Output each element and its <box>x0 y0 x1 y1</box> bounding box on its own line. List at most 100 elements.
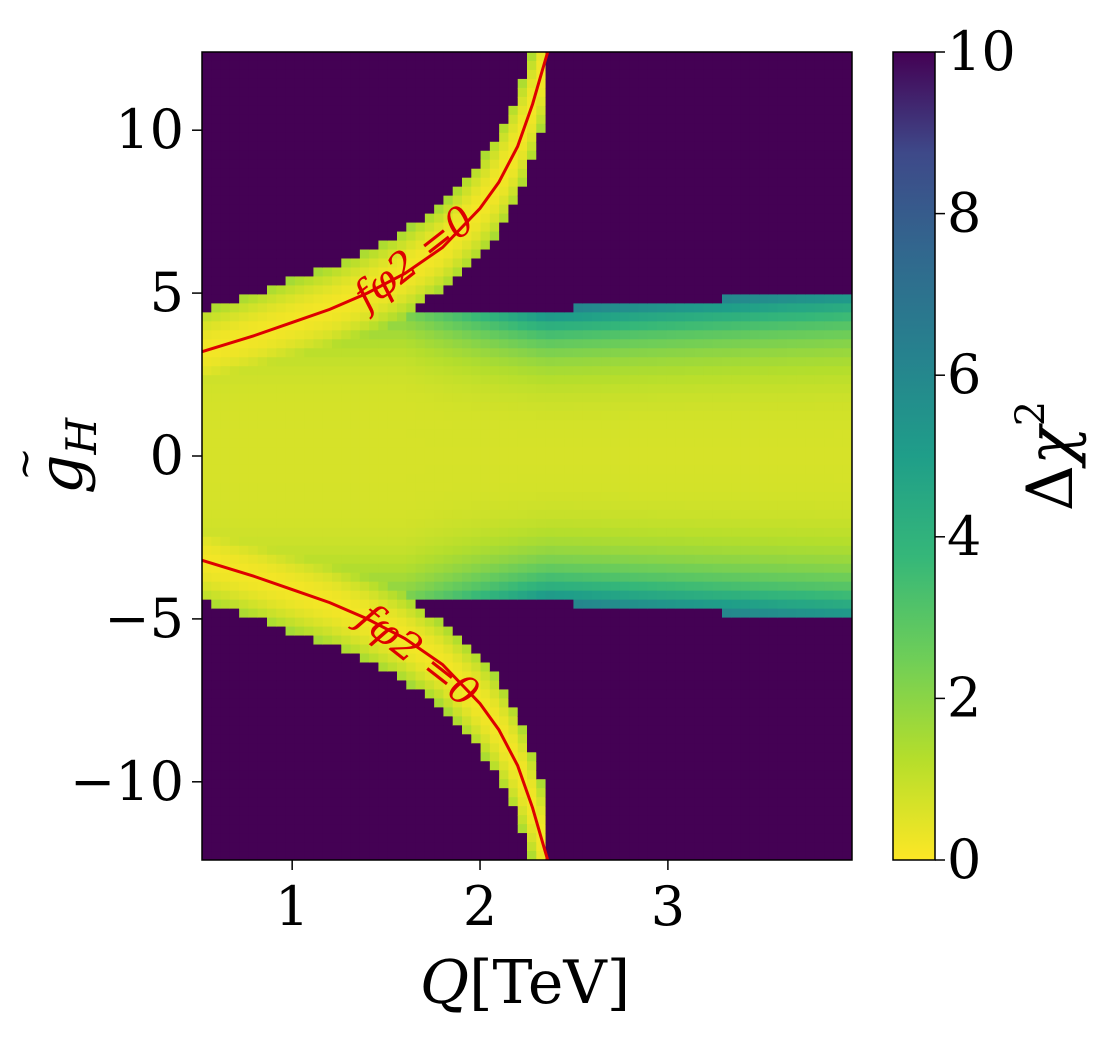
heatmap-cell <box>304 554 315 565</box>
heatmap-cell <box>443 159 454 170</box>
heatmap-cell <box>666 698 677 708</box>
heatmap-cell <box>350 518 361 529</box>
heatmap-cell <box>629 411 640 421</box>
heatmap-cell <box>267 698 277 708</box>
heatmap-cell <box>397 204 407 215</box>
heatmap-cell <box>294 824 305 834</box>
heatmap-cell <box>220 572 231 583</box>
heatmap-cell <box>378 527 389 538</box>
heatmap-cell <box>359 491 370 502</box>
heatmap-cell <box>387 779 398 789</box>
heatmap-cell <box>712 195 723 206</box>
heatmap-cell <box>267 78 277 89</box>
heatmap-cell <box>294 258 305 269</box>
heatmap-cell <box>285 806 296 816</box>
heatmap-cell <box>647 851 658 860</box>
heatmap-cell <box>415 671 426 682</box>
heatmap-cell <box>304 123 315 134</box>
heatmap-cell <box>527 168 537 179</box>
heatmap-cell <box>592 842 602 852</box>
heatmap-cell <box>369 393 380 403</box>
heatmap-cell <box>684 330 695 340</box>
heatmap-cell <box>359 473 370 484</box>
heatmap-cell <box>220 267 231 278</box>
heatmap-cell <box>508 806 519 816</box>
heatmap-cell <box>397 321 407 331</box>
heatmap-cell <box>684 384 695 394</box>
heatmap-cell <box>508 698 519 708</box>
heatmap-cell <box>480 698 491 708</box>
heatmap-cell <box>638 52 649 62</box>
heatmap-cell <box>397 249 407 260</box>
heatmap-cell <box>675 114 686 125</box>
heatmap-cell <box>564 159 575 170</box>
heatmap-cell <box>229 617 240 628</box>
heatmap-cell <box>517 590 528 601</box>
heatmap-cell <box>601 78 612 89</box>
heatmap-cell <box>554 473 565 484</box>
heatmap-cell <box>257 285 268 295</box>
heatmap-cell <box>285 384 296 394</box>
heatmap-cell <box>592 707 602 717</box>
heatmap-cell <box>638 851 649 860</box>
heatmap-cell <box>601 96 612 107</box>
heatmap-cell <box>313 788 324 798</box>
heatmap-cell <box>675 402 686 412</box>
heatmap-cell <box>480 150 491 161</box>
heatmap-cell <box>285 87 296 98</box>
heatmap-cell <box>527 456 537 466</box>
heatmap-cell <box>657 78 667 89</box>
heatmap-cell <box>304 788 315 798</box>
heatmap-cell <box>527 815 537 825</box>
heatmap-cell <box>332 177 342 188</box>
heatmap-cell <box>675 222 686 233</box>
heatmap-cell <box>285 438 296 448</box>
heatmap-cell <box>313 276 324 287</box>
heatmap-cell <box>387 420 398 430</box>
heatmap-cell <box>276 141 287 152</box>
heatmap-cell <box>545 734 556 744</box>
heatmap-cell <box>499 123 510 134</box>
heatmap-cell <box>684 321 695 331</box>
heatmap-cell <box>267 375 277 385</box>
heatmap-cell <box>452 698 463 708</box>
heatmap-cell <box>359 581 370 592</box>
heatmap-cell <box>397 420 407 430</box>
heatmap-cell <box>684 393 695 403</box>
heatmap-cell <box>424 518 435 529</box>
heatmap-cell <box>462 384 472 394</box>
heatmap-cell <box>564 770 575 780</box>
heatmap-cell <box>638 536 649 547</box>
heatmap-cell <box>257 195 268 206</box>
heatmap-cell <box>601 303 612 313</box>
heatmap-cell <box>545 653 556 664</box>
heatmap-cell <box>202 680 212 691</box>
heatmap-cell <box>415 366 426 376</box>
heatmap-cell <box>666 725 677 735</box>
heatmap-cell <box>350 339 361 349</box>
heatmap-cell <box>276 536 287 547</box>
heatmap-cell <box>397 563 407 574</box>
heatmap-cell <box>554 707 565 717</box>
heatmap-cell <box>462 222 472 233</box>
heatmap-cell <box>285 761 296 771</box>
heatmap-cell <box>267 213 277 224</box>
heatmap-cell <box>443 52 454 62</box>
heatmap-cell <box>397 357 407 367</box>
heatmap-cell <box>601 69 612 80</box>
heatmap-cell <box>415 303 426 313</box>
heatmap-cell <box>564 743 575 753</box>
heatmap-cell <box>406 707 417 717</box>
heatmap-cell <box>712 222 723 233</box>
heatmap-cell <box>452 258 463 269</box>
heatmap-cell <box>638 366 649 376</box>
heatmap-cell <box>415 213 426 224</box>
heatmap-cell <box>480 132 491 143</box>
heatmap-cell <box>480 833 491 843</box>
heatmap-cell <box>322 599 333 610</box>
heatmap-cell <box>619 366 630 376</box>
heatmap-cell <box>378 572 389 583</box>
heatmap-cell <box>545 536 556 547</box>
heatmap-cell <box>350 500 361 511</box>
heatmap-cell <box>332 240 342 251</box>
